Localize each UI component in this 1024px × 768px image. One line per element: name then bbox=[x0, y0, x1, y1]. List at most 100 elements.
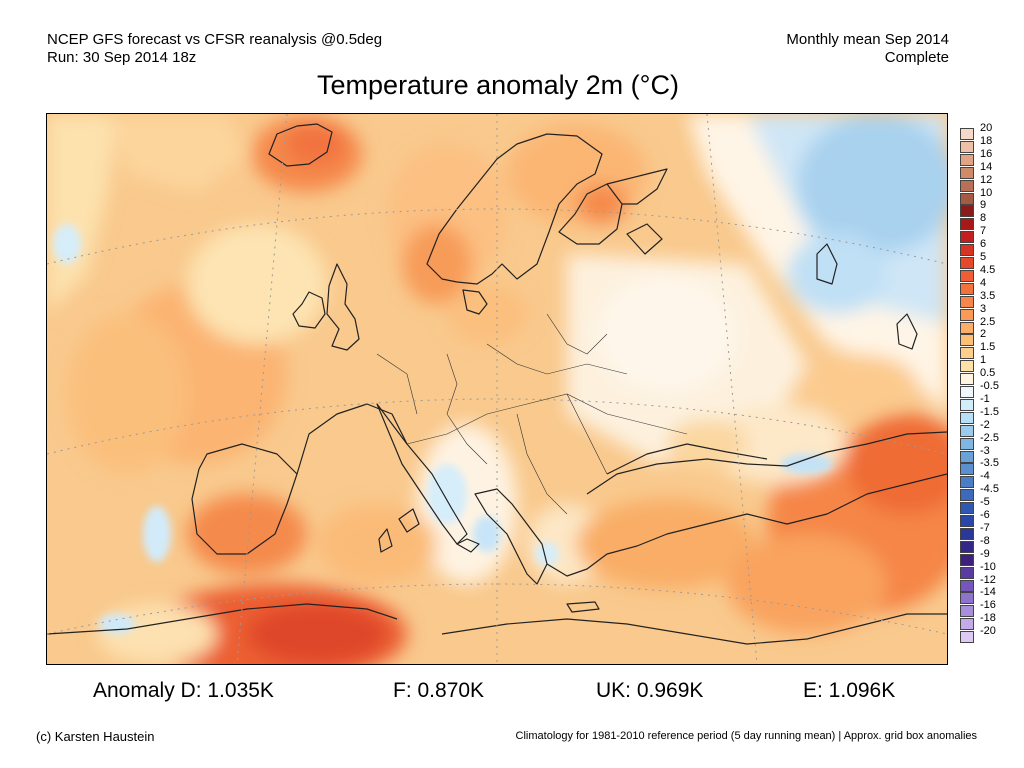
copyright: (c) Karsten Haustein bbox=[36, 729, 155, 744]
colorbar-label: 10 bbox=[980, 186, 993, 199]
colorbar-label: 0.5 bbox=[980, 367, 996, 380]
colorbar-label: -2 bbox=[980, 418, 990, 431]
colorbar-label: -2.5 bbox=[980, 431, 999, 444]
header-right: Monthly mean Sep 2014 Complete bbox=[786, 31, 949, 67]
colorbar-swatch bbox=[960, 450, 974, 463]
colorbar-label: -4 bbox=[980, 470, 990, 483]
colorbar-label: 14 bbox=[980, 160, 993, 173]
colorbar-label: 3 bbox=[980, 302, 987, 315]
colorbar-label: 16 bbox=[980, 147, 993, 160]
colorbar-swatch bbox=[960, 618, 974, 631]
colorbar-swatch bbox=[960, 515, 974, 527]
colorbar-label: -4.5 bbox=[980, 483, 999, 496]
colorbar-swatch bbox=[960, 631, 974, 644]
colorbar-label: 7 bbox=[980, 225, 987, 238]
stat-anomaly-d: Anomaly D: 1.035K bbox=[93, 679, 274, 702]
cool-patches bbox=[53, 224, 833, 634]
colorbar-swatch bbox=[960, 244, 974, 257]
colorbar-label: 12 bbox=[980, 173, 993, 186]
colorbar-label: -8 bbox=[980, 534, 990, 547]
colorbar-swatch bbox=[960, 192, 974, 205]
colorbar-label: 5 bbox=[980, 251, 987, 263]
stat-f: F: 0.870K bbox=[393, 679, 485, 702]
colorbar-label: -1 bbox=[980, 392, 990, 405]
colorbar-swatch bbox=[960, 592, 974, 605]
colorbar-swatch bbox=[960, 282, 974, 295]
colorbar-swatch bbox=[960, 205, 974, 218]
colorbar-swatch bbox=[960, 437, 974, 450]
map-title: Temperature anomaly 2m (°C) bbox=[317, 70, 679, 100]
colorbar-label: -0.5 bbox=[980, 380, 999, 392]
colorbar-label: -12 bbox=[980, 573, 996, 586]
run-time: Run: 30 Sep 2014 18z bbox=[47, 49, 197, 66]
anomaly-field bbox=[47, 114, 947, 664]
colorbar-swatch bbox=[960, 321, 974, 334]
header-left: NCEP GFS forecast vs CFSR reanalysis @0.… bbox=[47, 31, 382, 67]
colorbar-label: 18 bbox=[980, 134, 993, 147]
colorbar-swatch bbox=[960, 502, 974, 515]
colorbar-swatch bbox=[960, 295, 974, 308]
colorbar-swatch bbox=[960, 579, 974, 592]
colorbar-swatch bbox=[960, 566, 974, 579]
colorbar-swatch bbox=[960, 463, 974, 476]
colorbar-swatch bbox=[960, 128, 974, 140]
colorbar-swatch bbox=[960, 257, 974, 269]
climatology-note: Climatology for 1981-2010 reference peri… bbox=[515, 730, 977, 742]
stat-uk: UK: 0.969K bbox=[596, 679, 704, 702]
colorbar-swatch bbox=[960, 308, 974, 321]
colorbar-swatch bbox=[960, 411, 974, 424]
colorbar-label: -14 bbox=[980, 586, 996, 599]
colorbar-swatch bbox=[960, 398, 974, 411]
colorbar-label: 4.5 bbox=[980, 263, 996, 276]
colorbar-swatch bbox=[960, 360, 974, 373]
colorbar-label: -3 bbox=[980, 444, 990, 457]
colorbar-swatch bbox=[960, 347, 974, 360]
colorbar-swatch bbox=[960, 231, 974, 244]
graticule bbox=[47, 114, 947, 664]
colorbar-swatch bbox=[960, 153, 974, 166]
colorbar-swatch bbox=[960, 166, 974, 179]
colorbar-swatch bbox=[960, 269, 974, 282]
colorbar-swatch bbox=[960, 140, 974, 153]
colorbar-label: -6 bbox=[980, 509, 990, 521]
colorbar-label: -7 bbox=[980, 521, 990, 534]
colorbar-label: -20 bbox=[980, 625, 996, 638]
colorbar-swatch bbox=[960, 527, 974, 540]
colorbar-label: 9 bbox=[980, 199, 987, 212]
colorbar-label: 20 bbox=[980, 122, 993, 134]
colorbar-swatch bbox=[960, 605, 974, 618]
map-canvas bbox=[47, 114, 947, 664]
colorbar-label: -16 bbox=[980, 599, 996, 612]
colorbar-swatch bbox=[960, 489, 974, 502]
colorbar-label: -10 bbox=[980, 560, 996, 573]
status-label: Complete bbox=[884, 49, 949, 66]
colorbar-swatch bbox=[960, 386, 974, 398]
colorbar-label: 2 bbox=[980, 328, 987, 341]
model-description: NCEP GFS forecast vs CFSR reanalysis @0.… bbox=[47, 31, 383, 48]
stat-e: E: 1.096K bbox=[803, 679, 896, 702]
colorbar-label: -3.5 bbox=[980, 457, 999, 470]
colorbar-label: 1.5 bbox=[980, 341, 996, 354]
borders bbox=[376, 313, 688, 515]
colorbar-label: 3.5 bbox=[980, 289, 996, 302]
colorbar-swatch bbox=[960, 476, 974, 489]
colorbar-swatch bbox=[960, 553, 974, 566]
period-label: Monthly mean Sep 2014 bbox=[786, 31, 949, 48]
colorbar-swatch bbox=[960, 373, 974, 386]
colorbar-label: 2.5 bbox=[980, 315, 996, 328]
colorbar-swatch bbox=[960, 218, 974, 231]
colorbar-label: -18 bbox=[980, 612, 996, 625]
anomaly-map bbox=[46, 113, 948, 665]
colorbar-label: -5 bbox=[980, 496, 990, 509]
colorbar-label: 1 bbox=[980, 354, 987, 367]
coastlines bbox=[47, 123, 947, 645]
colorbar-label: 8 bbox=[980, 212, 987, 225]
colorbar-swatch bbox=[960, 540, 974, 553]
colorbar-label: -1.5 bbox=[980, 405, 999, 418]
colorbar-swatch bbox=[960, 424, 974, 437]
colorbar-label: 4 bbox=[980, 276, 987, 289]
colorbar-label: -9 bbox=[980, 547, 990, 560]
colorbar-swatch bbox=[960, 179, 974, 192]
colorbar-label: 6 bbox=[980, 238, 987, 251]
colorbar-swatch bbox=[960, 334, 974, 347]
